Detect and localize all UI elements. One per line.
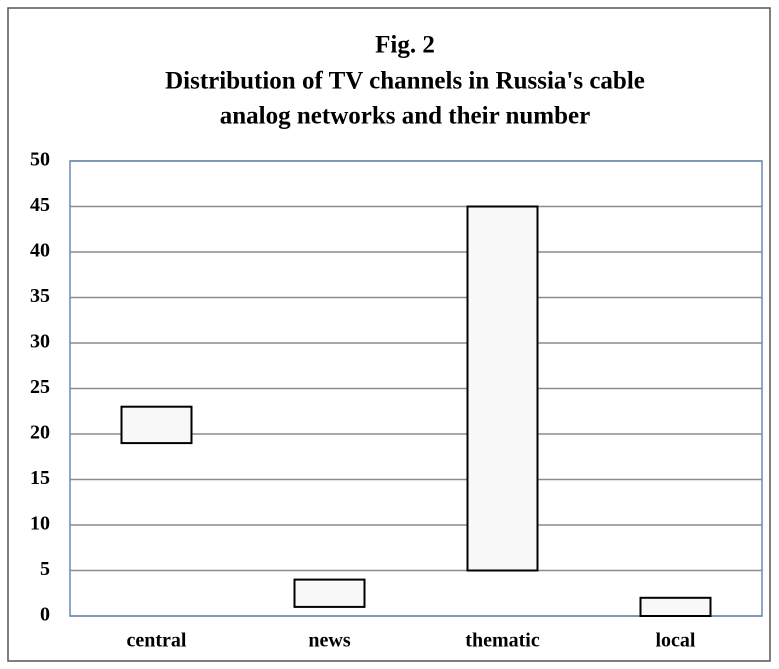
chart-subtitle: analog networks and their number	[220, 103, 590, 130]
x-tick-label: thematic	[465, 630, 540, 652]
x-tick-label: local	[656, 630, 696, 652]
bar	[120, 405, 193, 445]
chart-title: Fig. 2	[375, 32, 435, 59]
y-tick-label: 15	[30, 467, 50, 489]
x-tick-label: news	[308, 630, 350, 652]
y-tick-label: 30	[30, 331, 50, 353]
y-tick-label: 10	[30, 513, 50, 535]
y-tick-label: 45	[30, 194, 50, 216]
y-tick-label: 20	[30, 422, 50, 444]
y-tick-label: 5	[40, 558, 50, 580]
y-tick-label: 50	[30, 149, 50, 171]
x-tick-label: central	[127, 630, 187, 652]
chart-border	[7, 7, 771, 662]
y-tick-label: 40	[30, 240, 50, 262]
y-tick-label: 35	[30, 285, 50, 307]
y-tick-label: 0	[40, 604, 50, 626]
chart-subtitle: Distribution of TV channels in Russia's …	[165, 68, 645, 95]
bar	[639, 596, 712, 617]
y-tick-label: 25	[30, 376, 50, 398]
plot-border	[69, 160, 763, 617]
bar	[466, 205, 539, 572]
bar	[293, 578, 366, 608]
